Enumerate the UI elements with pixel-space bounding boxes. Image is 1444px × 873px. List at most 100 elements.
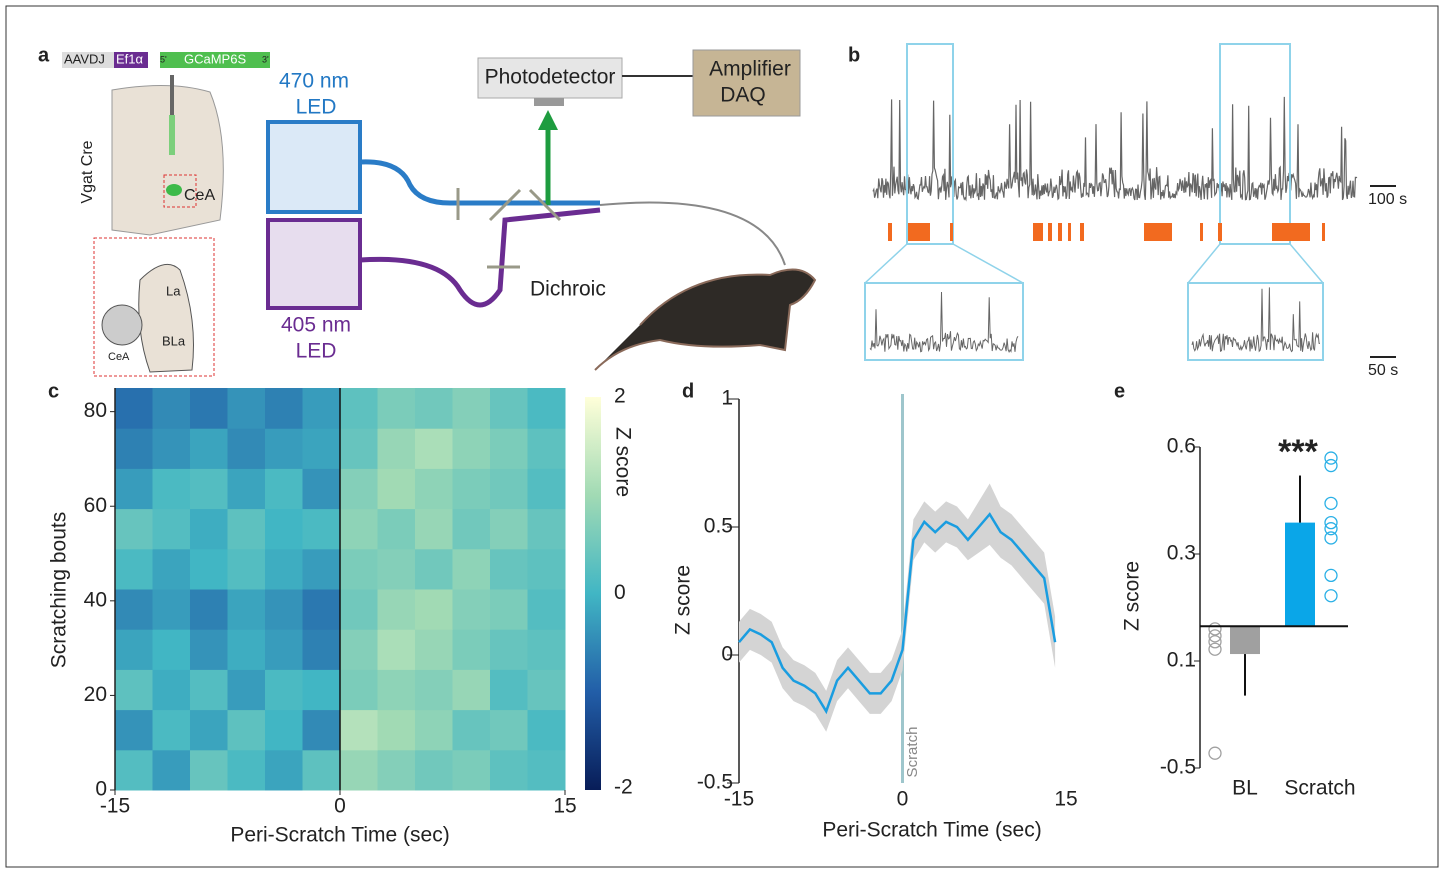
panel-letter: c (48, 380, 59, 402)
heat-cell (340, 669, 378, 711)
data-point (1208, 622, 1222, 636)
heat-cell (415, 669, 453, 711)
heat-cell (340, 749, 378, 791)
data-point (1324, 531, 1338, 545)
heat-cell (490, 589, 528, 630)
zoom-lines (864, 243, 1324, 284)
heat-cell (415, 428, 453, 469)
heat-cell (115, 428, 153, 469)
cea-cells (101, 304, 143, 346)
inset-frame (864, 282, 1024, 361)
y-tick-label: 80 (84, 399, 107, 422)
heat-cell (227, 669, 266, 711)
heat-cell (227, 589, 266, 630)
heat-cell (527, 589, 566, 630)
y-tick-label: 40 (84, 588, 107, 611)
heat-cell (302, 508, 341, 550)
heat-cell (115, 669, 153, 711)
heat-cell (115, 589, 153, 630)
x-tick-label: 15 (553, 795, 576, 818)
heat-cell (452, 548, 491, 590)
construct-label: AAVDJ (64, 51, 105, 66)
y-tick-label: -0.5 (697, 771, 733, 794)
inset-label: La (166, 283, 181, 298)
annotation: Scratch (904, 727, 921, 778)
heat-cell (302, 468, 341, 510)
data-point (1324, 568, 1338, 583)
y-axis-label: Scratching bouts (48, 512, 71, 668)
heat-cell (490, 548, 528, 590)
heat-cell (452, 468, 491, 510)
heat-cell (302, 709, 341, 751)
heat-cell (227, 388, 266, 429)
construct-part (62, 52, 114, 68)
heat-cell (527, 548, 566, 590)
y-tick-label: 0.5 (704, 515, 733, 538)
heat-cell (340, 508, 378, 550)
heat-cell (152, 508, 191, 550)
heat-cell (415, 749, 453, 791)
colorbar-label: Z score (611, 427, 634, 497)
heat-cell (227, 508, 266, 550)
x-tick-label: Scratch (1284, 777, 1355, 800)
colorbar (585, 397, 601, 790)
y-tick-label: 0 (95, 778, 107, 801)
zoom-window (1219, 43, 1291, 245)
heat-cell (152, 589, 191, 630)
inset-label: CeA (108, 351, 130, 363)
panel-b: b 100 s 50 s (848, 43, 1407, 379)
data-point (1208, 629, 1222, 643)
dichroic-label: Dichroic (530, 278, 606, 301)
arrowhead (538, 110, 558, 130)
y-tick-label: 0 (721, 643, 733, 666)
heat-cell (415, 548, 453, 590)
heat-cell (227, 629, 266, 670)
y-tick-label: 0.6 (1167, 435, 1196, 458)
heat-cell (452, 629, 491, 670)
led-label: 405 nm (281, 314, 351, 337)
led-label: LED (296, 340, 337, 363)
x-tick-label: -15 (100, 795, 130, 818)
inset-frame (1187, 282, 1324, 361)
x-tick-label: 0 (897, 788, 909, 811)
heat-cell (377, 709, 416, 751)
heat-cell (527, 669, 566, 711)
detector-window (534, 98, 564, 106)
significance: *** (1278, 433, 1318, 471)
heat-cell (452, 749, 491, 791)
amygdala (138, 263, 194, 373)
heat-cell (227, 548, 266, 590)
mirror (488, 188, 522, 222)
y-tick-label: 60 (84, 494, 107, 517)
construct-part (160, 52, 270, 68)
heat-cell (190, 589, 228, 630)
heat-cell (340, 629, 378, 670)
bar (1285, 522, 1315, 627)
led-label: 470 nm (279, 70, 349, 93)
fiber-violet (359, 207, 601, 308)
heat-cell (415, 709, 453, 751)
heat-cell (190, 388, 228, 429)
construct-label: GCaMP6S (184, 51, 246, 66)
heat-cell (265, 629, 303, 670)
heat-cell (227, 749, 266, 791)
bouts (888, 223, 1325, 241)
data-point (1208, 642, 1222, 656)
heat-cell (302, 548, 341, 590)
amplifier-label: Amplifier (709, 58, 791, 81)
y-tick-label: -0.5 (1160, 756, 1196, 779)
heat-cell (415, 508, 453, 550)
heat-cell (415, 589, 453, 630)
heat-cell (190, 428, 228, 469)
heat-cell (115, 629, 153, 670)
heat-cell (190, 508, 228, 550)
heat-cell (490, 749, 528, 791)
construct-end: 5' (160, 54, 167, 64)
detector-box (477, 57, 623, 99)
data-point (1208, 746, 1222, 760)
heat-cell (227, 468, 266, 510)
error-band (739, 483, 1056, 732)
heat-cell (377, 508, 416, 550)
heat-cell (415, 468, 453, 510)
